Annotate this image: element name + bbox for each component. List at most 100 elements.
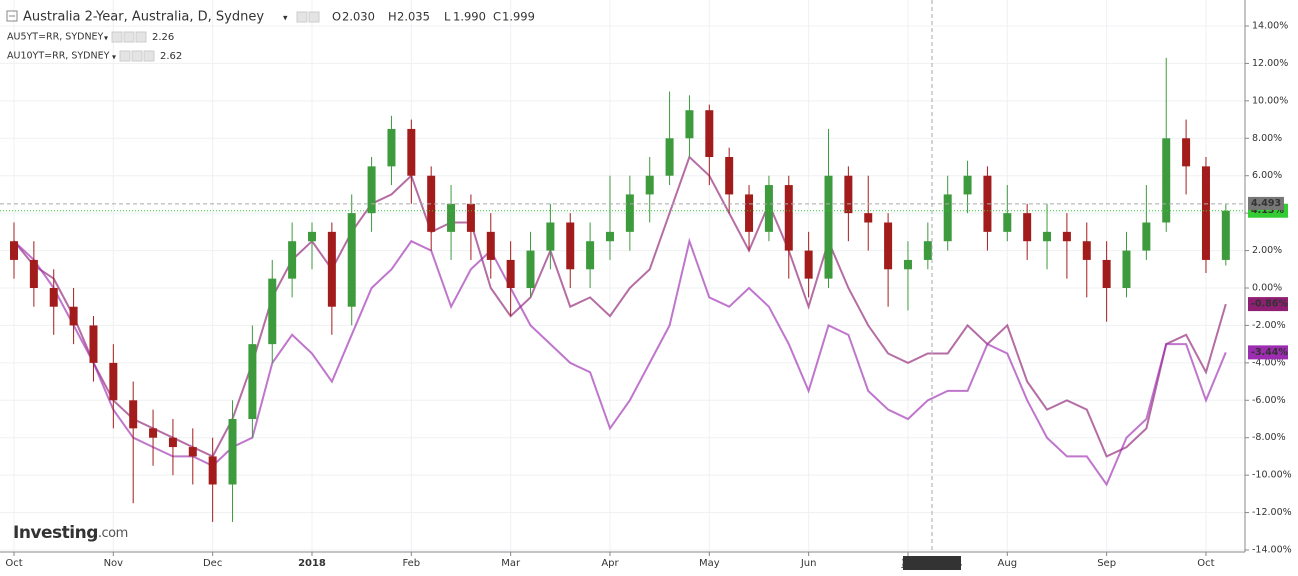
x-tick-label: Nov <box>104 558 124 569</box>
series-legend-value: 2.62 <box>160 51 182 62</box>
candle-body <box>307 231 316 242</box>
x-tick-label: Sep <box>1097 558 1116 569</box>
brand-name: Investing <box>13 523 98 543</box>
candle-body <box>1062 231 1071 242</box>
y-tick-label: 2.00% <box>1252 245 1282 256</box>
series-last-box <box>1248 297 1288 312</box>
candle-body <box>844 175 853 214</box>
candle-body <box>745 194 754 232</box>
candle-body <box>407 128 416 176</box>
candle-body <box>625 194 634 232</box>
candle-body <box>168 437 177 448</box>
y-tick-label: -4.00% <box>1252 357 1286 368</box>
candle-body <box>1221 210 1230 260</box>
series-last-box <box>1248 345 1288 360</box>
legend-icon[interactable] <box>111 31 123 43</box>
candle-body <box>864 213 873 223</box>
candle-body <box>804 250 813 279</box>
candle-body <box>29 259 38 288</box>
x-tick-label: Jun <box>800 558 817 569</box>
legend-icon[interactable] <box>308 11 320 23</box>
x-tick-label: May <box>699 558 720 569</box>
candle-body <box>943 194 952 242</box>
legend-icon[interactable] <box>135 31 147 43</box>
candle-body <box>327 231 336 307</box>
ohlc-value: 2.035 <box>397 10 430 24</box>
crosshair-x-box <box>903 556 961 570</box>
legend-icon[interactable] <box>119 50 131 62</box>
candle-body <box>268 278 277 345</box>
legend-icon[interactable] <box>143 50 155 62</box>
y-tick-label: -10.00% <box>1252 470 1292 481</box>
candle-body <box>1122 250 1131 288</box>
candle-body <box>347 213 356 307</box>
ohlc-value: 1.990 <box>453 10 486 24</box>
series-last-label: -3.44% <box>1251 347 1288 358</box>
ohlc-key: C <box>493 10 501 24</box>
candle-body <box>903 259 912 270</box>
collapse-icon[interactable] <box>6 10 18 22</box>
y-tick-label: -2.00% <box>1252 320 1286 331</box>
candle-body <box>824 175 833 279</box>
y-tick-label: 14.00% <box>1252 21 1288 32</box>
y-tick-label: -8.00% <box>1252 432 1286 443</box>
candle-body <box>288 241 297 279</box>
x-tick-label: Oct <box>5 558 22 569</box>
series-last-label: -0.86% <box>1251 299 1288 310</box>
crosshair-y-label: 4.493 <box>1251 198 1281 209</box>
ohlc-key: L <box>444 10 451 24</box>
candle-body <box>367 166 376 214</box>
legend-caret: ▾ <box>104 34 108 43</box>
candle-body <box>109 362 118 401</box>
y-tick-label: 6.00% <box>1252 170 1282 181</box>
x-tick-label: Aug <box>998 558 1018 569</box>
candle-body <box>1142 222 1151 251</box>
candle-body <box>228 419 237 485</box>
y-tick-label: 8.00% <box>1252 133 1282 144</box>
candle-body <box>447 203 456 232</box>
candle-body <box>725 157 734 195</box>
candle-body <box>1023 213 1032 242</box>
series-name: AU5YT=RR, SYDNEY <box>7 32 104 43</box>
candle-body <box>1162 138 1171 223</box>
brand-suffix: .com <box>98 526 128 541</box>
candle-body <box>665 138 674 176</box>
candle-body <box>1043 231 1052 242</box>
candle-body <box>1082 241 1091 260</box>
candle-body <box>923 241 932 260</box>
plot-area <box>0 0 1245 552</box>
candle-body <box>963 175 972 195</box>
candle-body <box>645 175 654 195</box>
candle-body <box>89 325 98 363</box>
candle-body <box>586 241 595 270</box>
legend-icon[interactable] <box>123 31 135 43</box>
legend-title: Australia 2-Year, Australia, D, Sydney <box>23 10 264 25</box>
crosshair-x-label: 2018-07-11 <box>902 558 963 569</box>
x-tick-label: Oct <box>1197 558 1214 569</box>
candle-body <box>526 250 535 288</box>
candle-body <box>10 241 18 260</box>
candle-body <box>49 288 58 307</box>
candle-body <box>605 231 614 242</box>
candle-body <box>208 456 217 485</box>
x-tick-label: 2018 <box>298 558 326 569</box>
series-legend-value: 2.26 <box>152 32 174 43</box>
candle-body <box>705 110 714 157</box>
legend-icon[interactable] <box>131 50 143 62</box>
legend: Australia 2-Year, Australia, D, Sydney ▾… <box>6 10 535 62</box>
candle-body <box>149 428 158 438</box>
legend-icon[interactable] <box>296 11 308 23</box>
candle-body <box>884 222 893 270</box>
candle-body <box>427 175 436 232</box>
ohlc-key: H <box>388 10 397 24</box>
series-name: AU10YT=RR, SYDNEY <box>7 51 110 62</box>
line-series <box>13 155 1227 458</box>
y-tick-label: 10.00% <box>1252 95 1288 106</box>
candle-body <box>188 447 197 457</box>
candle-body <box>566 222 575 270</box>
ohlc-value: 2.030 <box>342 10 375 24</box>
candle-body <box>1201 166 1210 260</box>
candle-body <box>685 110 694 139</box>
ohlc-key: O <box>332 10 341 24</box>
